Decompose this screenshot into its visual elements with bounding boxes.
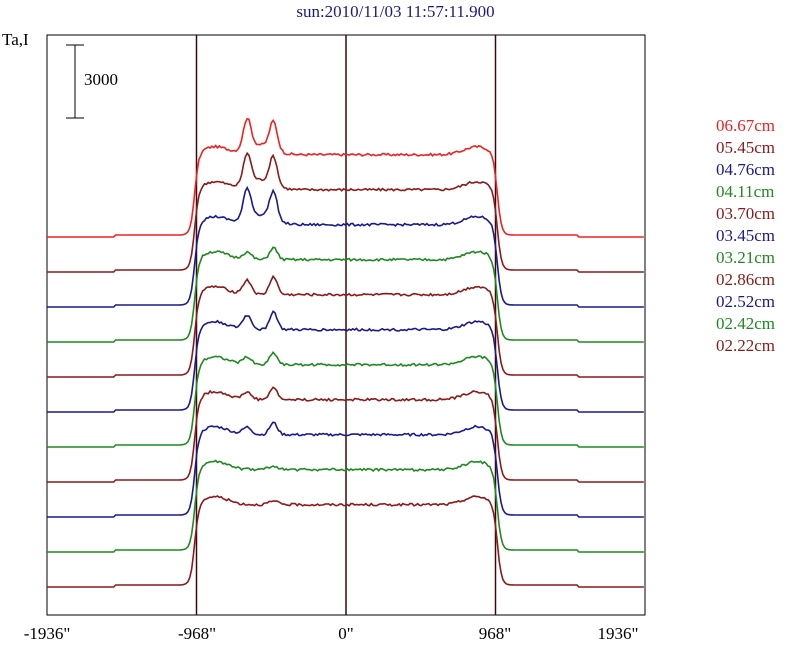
x-tick-label: -1936" bbox=[23, 624, 71, 643]
legend-entry: 05.45cm bbox=[716, 138, 776, 157]
series-line bbox=[47, 185, 644, 308]
legend-entry: 02.22cm bbox=[716, 336, 776, 355]
x-tick-label: 1936" bbox=[597, 624, 639, 643]
series-line bbox=[47, 350, 644, 448]
series-line bbox=[47, 274, 644, 378]
chart-title: sun:2010/11/03 11:57:11.900 bbox=[296, 2, 495, 21]
legend-entry: 03.70cm bbox=[716, 204, 776, 223]
legend-entry: 02.52cm bbox=[716, 292, 776, 311]
scale-bar-label: 3000 bbox=[84, 70, 118, 89]
x-tick-label: 0" bbox=[338, 624, 354, 643]
legend-entry: 06.67cm bbox=[716, 116, 776, 135]
series-line bbox=[47, 386, 644, 483]
series-line bbox=[47, 495, 644, 588]
legend: 06.67cm 05.45cm 04.76cm 04.11cm 03.70cm 03.45… bbox=[716, 115, 791, 357]
series-line bbox=[47, 117, 644, 238]
y-axis-label: Ta,I bbox=[2, 30, 29, 49]
series-line bbox=[47, 421, 644, 518]
legend-entry: 04.76cm bbox=[716, 160, 776, 179]
series-line bbox=[47, 246, 644, 343]
series-line bbox=[47, 310, 644, 413]
legend-entry: 02.86cm bbox=[716, 270, 776, 289]
x-tick-label: 968" bbox=[478, 624, 512, 643]
legend-entry: 03.45cm bbox=[716, 226, 776, 245]
legend-entry: 04.11cm bbox=[716, 182, 775, 201]
legend-entry: 02.42cm bbox=[716, 314, 776, 333]
legend-entry: 03.21cm bbox=[716, 248, 776, 267]
series-line bbox=[47, 459, 644, 553]
series-line bbox=[47, 151, 644, 273]
x-tick-label: -968" bbox=[177, 624, 217, 643]
